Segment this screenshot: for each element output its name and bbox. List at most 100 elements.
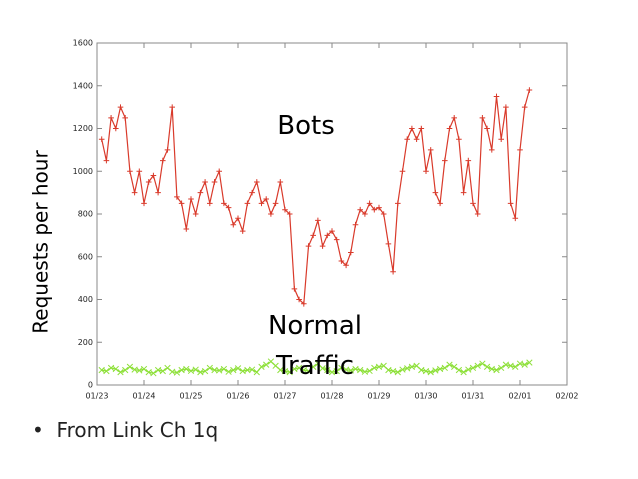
x-tick-label: 01/25 bbox=[179, 392, 202, 401]
point-marker bbox=[230, 221, 237, 228]
point-marker bbox=[117, 104, 124, 110]
x-tick-label: 02/01 bbox=[508, 392, 531, 401]
point-marker bbox=[216, 168, 222, 175]
point-marker bbox=[498, 136, 504, 142]
point-marker bbox=[150, 172, 157, 179]
point-marker bbox=[164, 364, 171, 372]
point-marker bbox=[216, 367, 223, 374]
point-marker bbox=[201, 367, 209, 375]
point-marker bbox=[225, 204, 232, 211]
point-marker bbox=[451, 363, 458, 370]
x-tick-label: 02/02 bbox=[555, 392, 578, 401]
point-marker bbox=[319, 365, 326, 372]
point-marker bbox=[409, 125, 415, 132]
y-tick-label: 200 bbox=[78, 338, 93, 347]
point-marker bbox=[197, 189, 204, 196]
point-marker bbox=[404, 136, 410, 142]
point-marker bbox=[451, 115, 457, 121]
point-marker bbox=[301, 300, 307, 307]
point-marker bbox=[263, 196, 269, 202]
point-marker bbox=[169, 104, 175, 110]
point-marker bbox=[333, 236, 340, 243]
point-marker bbox=[432, 367, 439, 374]
point-marker bbox=[253, 369, 260, 376]
point-marker bbox=[145, 369, 152, 376]
point-marker bbox=[366, 200, 373, 207]
point-marker bbox=[493, 93, 500, 100]
point-marker bbox=[296, 296, 302, 303]
point-marker bbox=[390, 268, 396, 275]
point-marker bbox=[98, 136, 105, 142]
point-marker bbox=[521, 361, 528, 368]
point-marker bbox=[465, 366, 472, 373]
point-marker bbox=[225, 368, 232, 375]
point-marker bbox=[343, 262, 349, 269]
point-marker bbox=[517, 147, 523, 153]
point-marker bbox=[389, 367, 397, 375]
point-marker bbox=[122, 115, 128, 121]
point-marker bbox=[385, 241, 392, 247]
point-marker bbox=[174, 194, 180, 200]
point-marker bbox=[366, 367, 373, 375]
point-marker bbox=[422, 367, 430, 375]
point-marker bbox=[436, 365, 444, 373]
point-marker bbox=[207, 200, 213, 207]
point-marker bbox=[469, 364, 477, 372]
point-marker bbox=[470, 200, 476, 207]
point-marker bbox=[474, 362, 481, 369]
point-marker bbox=[488, 365, 495, 373]
point-marker bbox=[282, 206, 288, 213]
point-marker bbox=[324, 232, 331, 239]
point-marker bbox=[239, 228, 246, 234]
point-marker bbox=[314, 360, 322, 367]
point-marker bbox=[427, 147, 434, 153]
y-tick-label: 1600 bbox=[73, 39, 93, 48]
point-marker bbox=[399, 366, 406, 373]
point-marker bbox=[112, 365, 119, 373]
point-marker bbox=[310, 232, 316, 239]
point-marker bbox=[347, 367, 354, 374]
point-marker bbox=[427, 369, 434, 376]
point-marker bbox=[413, 136, 420, 142]
point-marker bbox=[437, 200, 443, 207]
y-tick-label: 1000 bbox=[73, 167, 93, 176]
point-marker bbox=[507, 362, 514, 369]
point-marker bbox=[183, 226, 190, 232]
point-marker bbox=[348, 249, 354, 256]
point-marker bbox=[418, 125, 425, 132]
point-marker bbox=[352, 221, 359, 228]
point-marker bbox=[503, 104, 509, 110]
point-marker bbox=[131, 189, 138, 196]
point-marker bbox=[235, 215, 241, 222]
point-marker bbox=[357, 206, 363, 213]
point-marker bbox=[371, 364, 378, 372]
point-marker bbox=[160, 157, 166, 164]
point-marker bbox=[258, 200, 265, 207]
point-marker bbox=[338, 364, 345, 372]
bullet-item: • From Link Ch 1q bbox=[32, 418, 218, 442]
point-marker bbox=[338, 258, 345, 264]
point-marker bbox=[291, 365, 298, 373]
normal-traffic-label: Normal Traffic bbox=[267, 311, 363, 381]
y-tick-label: 800 bbox=[78, 210, 93, 219]
point-marker bbox=[408, 363, 416, 370]
point-marker bbox=[117, 369, 124, 376]
point-marker bbox=[108, 115, 114, 121]
point-marker bbox=[474, 211, 481, 217]
point-marker bbox=[103, 367, 110, 375]
point-marker bbox=[493, 366, 500, 374]
point-marker bbox=[155, 189, 161, 196]
point-marker bbox=[183, 365, 190, 373]
point-marker bbox=[272, 200, 279, 207]
point-marker bbox=[258, 363, 265, 370]
point-marker bbox=[507, 200, 514, 207]
point-marker bbox=[446, 361, 453, 368]
point-marker bbox=[281, 367, 289, 375]
point-marker bbox=[305, 243, 312, 249]
point-marker bbox=[328, 369, 336, 376]
point-marker bbox=[277, 179, 284, 185]
x-tick-label: 01/23 bbox=[85, 392, 108, 401]
point-marker bbox=[268, 211, 274, 217]
